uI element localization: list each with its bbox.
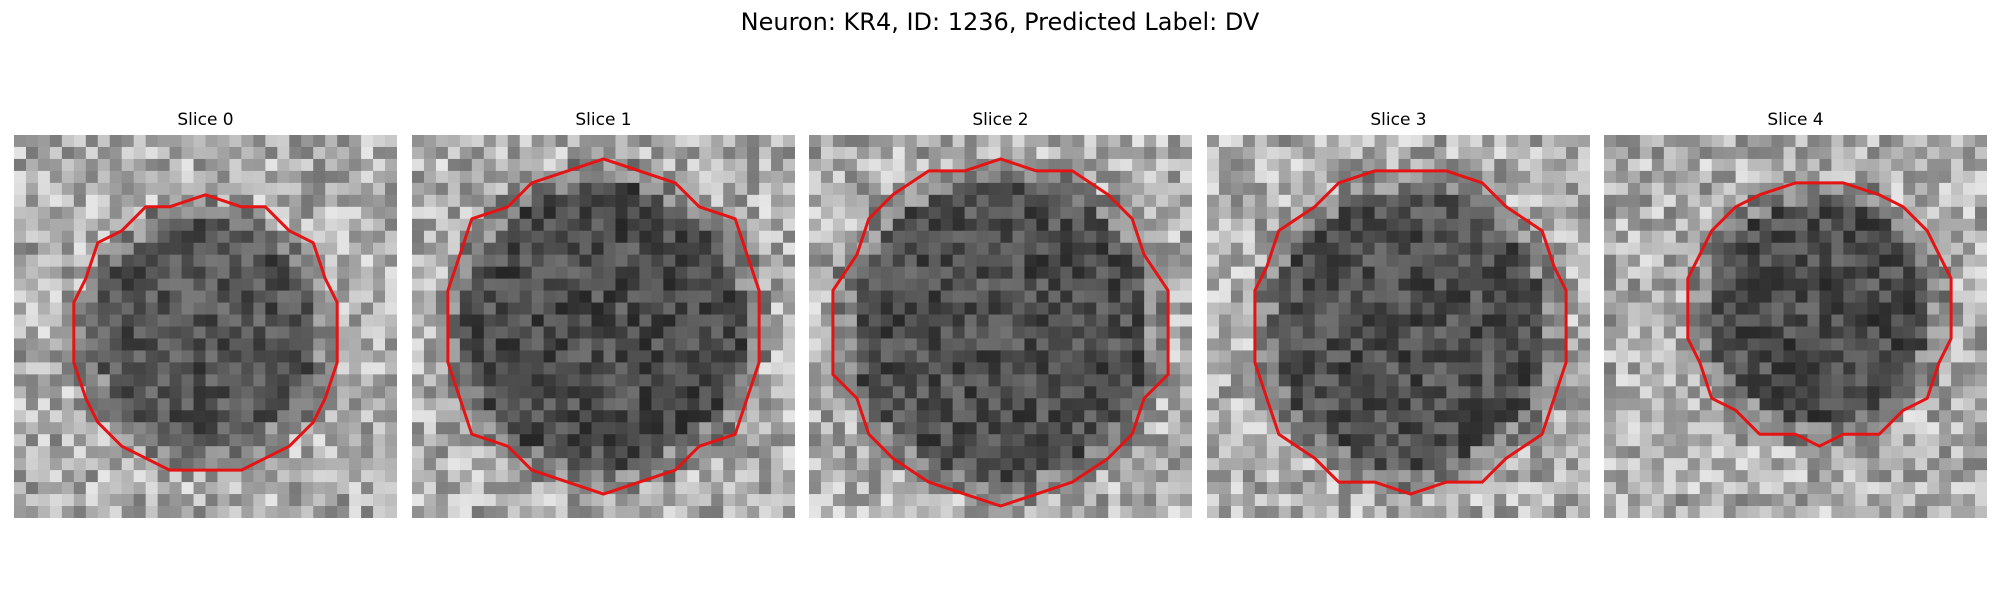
roi-contour-2 [831,157,1170,508]
slice-image-0 [14,135,397,518]
slice-title-4: Slice 4 [1767,110,1824,130]
slice-image-3 [1207,135,1590,518]
slice-title-0: Slice 0 [177,110,234,130]
slice-image-4 [1604,135,1987,518]
slice-title-1: Slice 1 [575,110,632,130]
figure-title: Neuron: KR4, ID: 1236, Predicted Label: … [740,8,1260,36]
roi-contour-3 [1253,169,1568,496]
slice-title-2: Slice 2 [972,110,1029,130]
roi-contour-4 [1686,181,1953,448]
slice-image-2 [809,135,1192,518]
roi-contour-0 [72,193,339,472]
slice-title-3: Slice 3 [1370,110,1427,130]
slice-image-1 [412,135,795,518]
roi-contour-1 [446,157,761,496]
